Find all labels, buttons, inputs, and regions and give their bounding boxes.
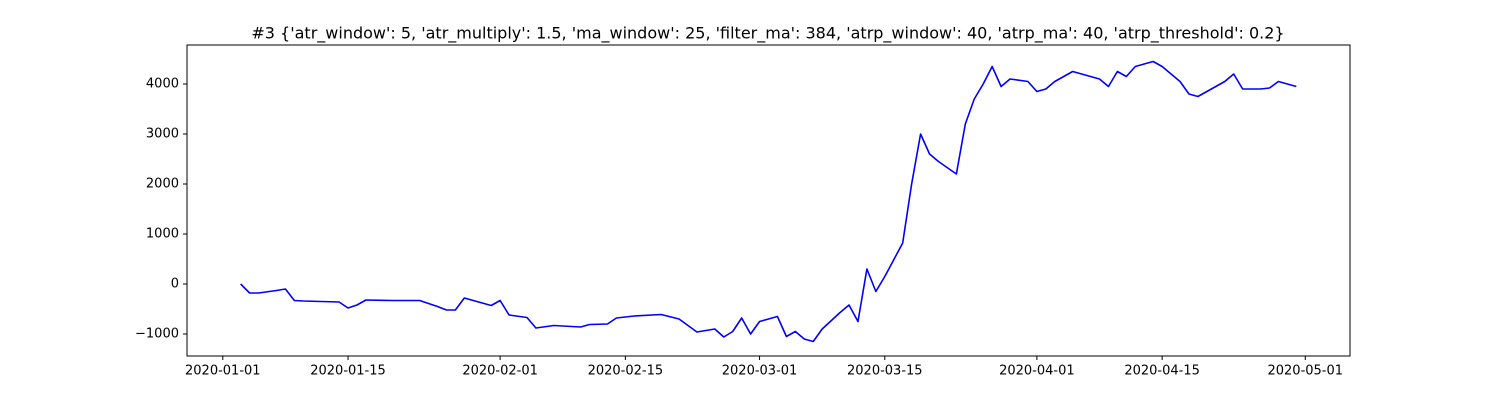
y-tick-label: 0 [171, 277, 179, 292]
x-tick-label: 2020-01-15 [310, 364, 386, 379]
x-tick-label: 2020-02-01 [462, 364, 538, 379]
x-tick-label: 2020-03-15 [847, 364, 923, 379]
x-tick-label: 2020-02-15 [588, 364, 664, 379]
x-tick-label: 2020-05-01 [1267, 364, 1343, 379]
y-tick-label: 2000 [146, 177, 179, 192]
x-tick-label: 2020-04-15 [1124, 364, 1200, 379]
plot-frame [186, 44, 1351, 357]
y-tick-label: 4000 [146, 77, 179, 92]
x-tick-label: 2020-01-01 [185, 364, 261, 379]
y-tick-label: 1000 [146, 227, 179, 242]
chart-title: #3 {'atr_window': 5, 'atr_multiply': 1.5… [251, 24, 1284, 44]
y-tick-label: 3000 [146, 127, 179, 142]
x-tick-label: 2020-04-01 [999, 364, 1075, 379]
y-tick-label: −1000 [135, 327, 179, 342]
line-series [240, 60, 1297, 343]
x-tick-label: 2020-03-01 [722, 364, 798, 379]
